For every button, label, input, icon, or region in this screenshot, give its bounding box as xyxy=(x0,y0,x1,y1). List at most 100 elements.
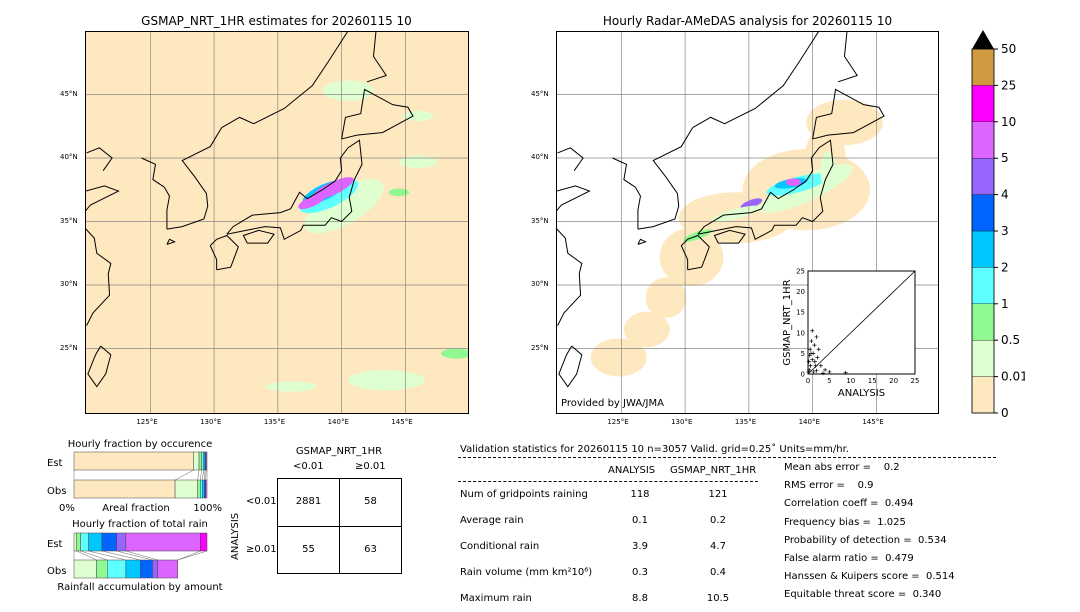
y-tick-label: 15 xyxy=(796,309,805,317)
coastline xyxy=(697,139,834,241)
scatter-point xyxy=(814,334,819,339)
x-tick-label: 145°E xyxy=(862,418,884,426)
radar-coverage xyxy=(645,277,687,319)
colorbar-label: 0.5 xyxy=(1001,333,1020,347)
colorbar-segment xyxy=(971,230,995,268)
stat-gsmap-value: 0.4 xyxy=(710,567,726,578)
cell: 2881 xyxy=(295,496,322,507)
stat-gsmap-value: 10.5 xyxy=(706,593,730,604)
connector-line xyxy=(88,550,126,561)
x-tick-label: 135°E xyxy=(734,418,757,426)
x-tick-label: 140°E xyxy=(798,418,820,426)
bar-segment xyxy=(205,451,208,471)
map-background xyxy=(85,31,469,414)
bar-segment xyxy=(197,479,201,499)
connector-line xyxy=(197,469,200,481)
bar-segment xyxy=(80,532,89,552)
scatter-point xyxy=(818,363,823,368)
scatter-point xyxy=(823,367,828,372)
colorbar-label: 0 xyxy=(1001,406,1009,418)
scatter-point xyxy=(809,339,814,344)
coastline xyxy=(634,186,641,230)
score-text: RMS error = 0.9 xyxy=(784,480,874,492)
coastline xyxy=(166,238,176,245)
cell: 55 xyxy=(302,544,315,555)
x-tick-label: 145°E xyxy=(391,418,413,426)
x-tick-label: 140°E xyxy=(327,418,349,426)
bar-segment xyxy=(73,479,176,499)
coastline xyxy=(713,229,746,244)
coastline xyxy=(812,88,885,140)
gsmap-map xyxy=(85,31,469,414)
category-label: Est xyxy=(47,539,63,550)
coastline xyxy=(85,185,120,326)
bar-segment xyxy=(200,532,208,552)
coastline xyxy=(637,127,694,230)
coastline xyxy=(692,31,820,128)
scatter-point xyxy=(827,369,832,374)
map-frame xyxy=(556,31,939,414)
colorbar-label: 3 xyxy=(1001,224,1009,238)
coastline xyxy=(86,147,113,171)
stat-analysis-value: 3.9 xyxy=(632,541,648,552)
y-tick-label: 25°N xyxy=(531,343,549,352)
rain-area xyxy=(740,198,763,210)
score-text: Probability of detection = 0.534 xyxy=(784,534,947,546)
scatter-point xyxy=(812,343,817,348)
bar-segment xyxy=(198,451,202,471)
map-frame xyxy=(85,31,469,414)
scatter-inset: 00 5 5 10 10 15 15 20 20 25 25 ANALYSIS GSMAP_NRT_1H… xyxy=(782,268,919,400)
bar-segment xyxy=(73,559,97,579)
y-tick-label: 5 xyxy=(801,350,805,358)
colorbar: 0 0.01 0.5 1 2 3 4 5 10 25 50 xyxy=(971,30,1025,418)
y-tick-label: 0 xyxy=(801,371,805,379)
connector-line xyxy=(200,469,202,481)
y-tick-label: 45°N xyxy=(531,89,549,98)
coastline xyxy=(612,157,636,188)
y-tick-label: 40°N xyxy=(60,153,78,161)
x-tick-label: 130°E xyxy=(671,418,693,426)
coastline xyxy=(637,238,647,245)
rain-area xyxy=(402,111,434,122)
score-text: False alarm ratio = 0.479 xyxy=(784,553,914,564)
stats-header: Validation statistics for 20260115 10 n=… xyxy=(460,444,849,455)
connector-line xyxy=(177,550,208,561)
stat-analysis-value: 0.1 xyxy=(632,515,648,526)
x-tick-label: 5 xyxy=(827,377,831,385)
coastline xyxy=(226,139,363,241)
x-axis-label: Areal fraction xyxy=(102,503,169,514)
connector-line xyxy=(177,550,201,561)
contingency-table: 2881 58 55 63 xyxy=(277,478,402,574)
x-tick-label: 125°E xyxy=(607,418,629,426)
colorbar-label: 10 xyxy=(1001,115,1016,129)
category-label: Est xyxy=(47,458,63,469)
x-tick-label: 0 xyxy=(806,377,810,385)
y-tick-label: 45°N xyxy=(60,89,78,98)
bar-segment xyxy=(193,451,200,471)
table-divider xyxy=(278,526,401,527)
rain-area xyxy=(220,37,285,68)
connector-line xyxy=(116,550,153,561)
connector-line xyxy=(101,550,141,561)
y-tick-label: 30°N xyxy=(60,280,78,288)
coastline xyxy=(366,31,388,83)
x-tick-label: 125°E xyxy=(136,418,158,426)
bar-segment xyxy=(76,532,81,552)
col-label: <0.01 xyxy=(293,461,324,472)
scatter-point xyxy=(808,347,813,352)
cell: 58 xyxy=(364,496,377,507)
colorbar-segment xyxy=(971,85,995,122)
col-label: ≥0.01 xyxy=(355,461,386,472)
radar-coverage xyxy=(623,311,670,348)
stat-row-label: Rain volume (mm km²10⁶) xyxy=(460,567,593,578)
scatter-point xyxy=(812,359,817,364)
stat-row-label: Num of gridpoints raining xyxy=(460,489,588,500)
stat-row-label: Average rain xyxy=(460,515,524,526)
scatter-point xyxy=(813,363,818,368)
scatter-point xyxy=(820,371,825,376)
credit-text: Provided by JWA/JMA xyxy=(561,398,664,409)
bar-segment xyxy=(202,479,205,499)
bar-segment xyxy=(73,532,77,552)
col-gsmap: GSMAP_NRT_1HR xyxy=(670,465,757,476)
